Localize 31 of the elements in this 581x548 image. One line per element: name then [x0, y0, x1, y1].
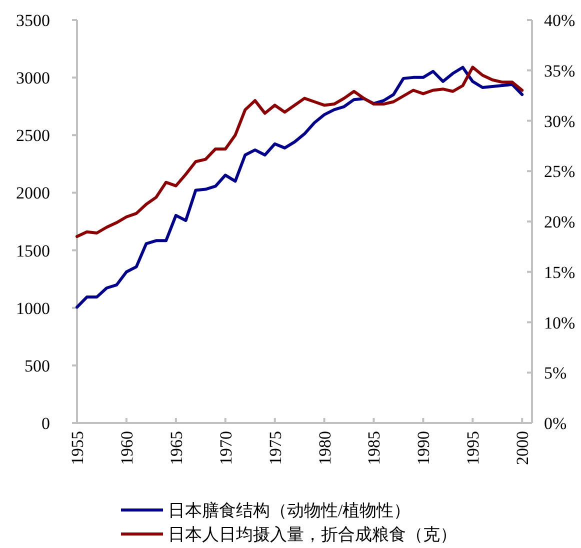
y2-tick-label: 15% — [544, 262, 576, 282]
y-tick-label: 1000 — [16, 298, 50, 318]
y2-tick-label: 0% — [544, 414, 567, 433]
x-tick-label: 1965 — [166, 431, 186, 465]
y-tick-label: 0 — [42, 414, 50, 433]
y2-tick-label: 5% — [544, 364, 567, 383]
y2-tick-label: 10% — [544, 313, 576, 332]
x-tick-label: 2000 — [513, 431, 532, 465]
x-tick-label: 1995 — [464, 431, 483, 465]
y2-tick-label: 25% — [544, 162, 576, 182]
legend-label: 日本人日均摄入量，折合成粮食（克） — [168, 525, 457, 544]
x-tick-label: 1980 — [315, 431, 334, 465]
line-series — [76, 66, 524, 238]
y2-tick-label: 30% — [544, 112, 576, 131]
y-tick-label: 2000 — [16, 184, 50, 203]
x-tick-label: 1975 — [266, 431, 285, 465]
x-tick-label: 1960 — [117, 431, 136, 465]
y-tick-label: 500 — [24, 356, 50, 376]
y-tick-label: 2500 — [16, 126, 50, 146]
x-tick-label: 1985 — [364, 431, 384, 465]
y-tick-label: 3500 — [16, 11, 50, 30]
legend-label: 日本膳食结构（动物性/植物性） — [168, 501, 411, 520]
line-series — [76, 66, 524, 309]
y2-tick-label: 35% — [544, 61, 576, 80]
x-tick-label: 1970 — [216, 431, 236, 465]
x-tick-label: 1955 — [68, 431, 87, 465]
x-tick-label: 1990 — [414, 431, 434, 465]
y-tick-label: 1500 — [16, 241, 50, 260]
y2-tick-label: 20% — [544, 212, 576, 232]
y-tick-label: 3000 — [16, 68, 50, 88]
y2-tick-label: 40% — [544, 11, 576, 30]
